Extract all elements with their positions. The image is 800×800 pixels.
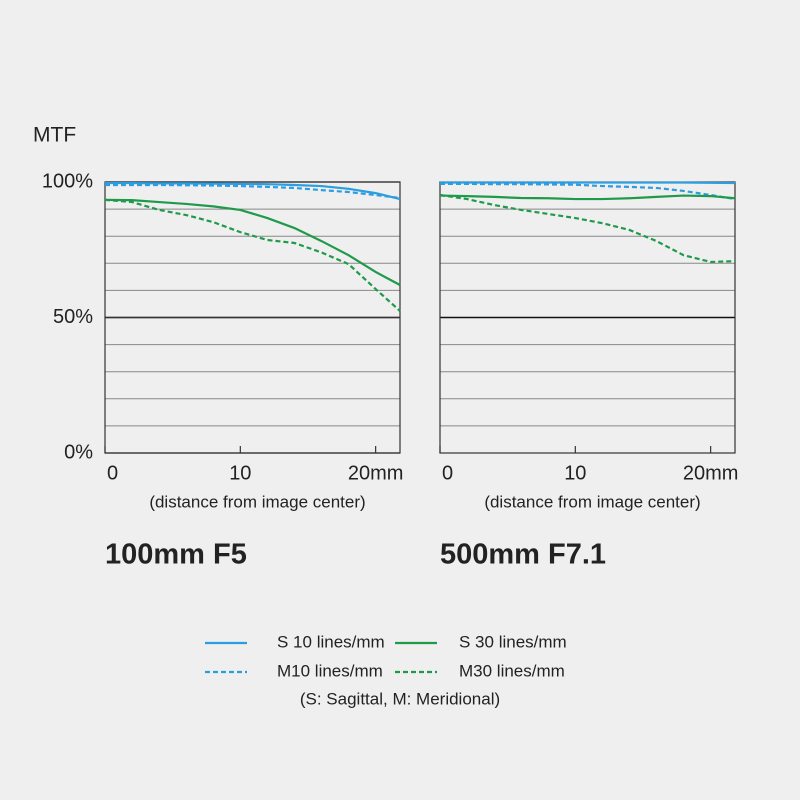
x-tick-label: 10 — [564, 462, 586, 484]
mtf-line — [439, 193, 736, 264]
y-tick-label: 100% — [42, 170, 93, 192]
chart-title: 100mm F5 — [105, 539, 247, 571]
x-tick-label: 20mm — [683, 462, 739, 484]
x-tick-label: 0 — [107, 462, 118, 484]
x-tick-label: 0 — [442, 462, 453, 484]
mtf-line — [440, 181, 736, 185]
mtf-line — [104, 198, 401, 312]
mtf-line — [105, 183, 401, 200]
legend-label: S 30 lines/mm — [459, 632, 567, 651]
chart-title: 500mm F7.1 — [440, 539, 606, 571]
legend-note: (S: Sagittal, M: Meridional) — [300, 689, 500, 708]
x-tick-label: 20mm — [348, 462, 404, 484]
y-tick-label: 0% — [64, 441, 93, 463]
legend-label: M10 lines/mm — [277, 661, 383, 680]
mtf-line — [439, 194, 736, 201]
x-tick-label: 10 — [229, 462, 251, 484]
mtf-line — [440, 182, 736, 201]
mtf-line — [104, 198, 401, 286]
legend-label: M30 lines/mm — [459, 661, 565, 680]
legend-label: S 10 lines/mm — [277, 632, 385, 651]
y-tick-label: 50% — [53, 306, 93, 328]
mtf-line — [105, 181, 401, 201]
x-axis-label: (distance from image center) — [484, 492, 700, 511]
x-axis-label: (distance from image center) — [149, 492, 365, 511]
y-axis-label: MTF — [33, 124, 76, 147]
